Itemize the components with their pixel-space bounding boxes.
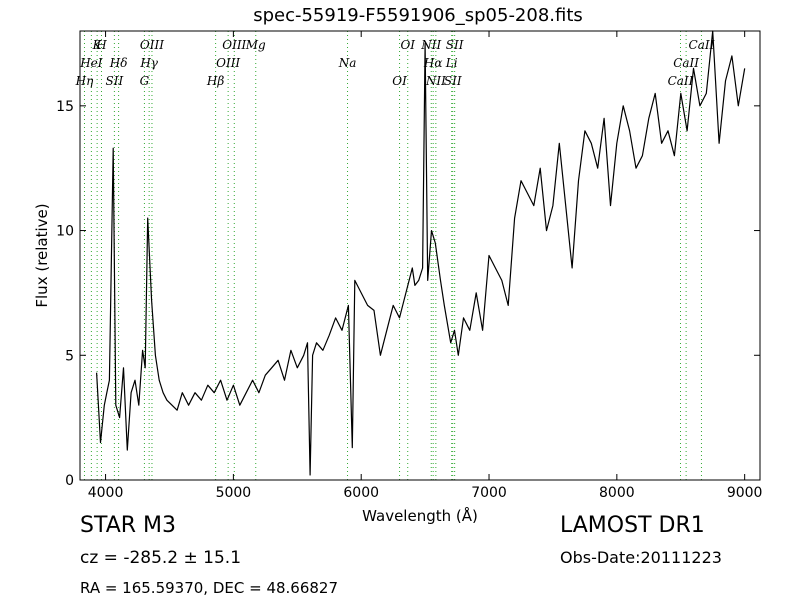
- marker-label: OI: [392, 74, 407, 88]
- spectrum-line: [96, 30, 746, 476]
- marker-label: OIII: [222, 38, 246, 52]
- y-tick-label: 15: [56, 99, 74, 115]
- x-tick-label: 9000: [727, 485, 763, 501]
- x-axis-label: Wavelength (Å): [362, 506, 478, 525]
- marker-label: Li: [445, 56, 458, 70]
- marker-label: Mg: [245, 38, 266, 52]
- marker-label: CaII: [673, 56, 699, 70]
- marker-labels: KHeIHηHHδSIIOIIIHγGOIIIOIIIHβMgNaOIOIHαS…: [75, 38, 715, 88]
- marker-label: CaII: [668, 74, 694, 88]
- marker-label: NII: [420, 38, 441, 52]
- y-tick-label: 10: [56, 224, 74, 240]
- x-tick-label: 6000: [343, 485, 379, 501]
- marker-label: SII: [106, 74, 124, 88]
- plot-frame: [79, 30, 761, 481]
- marker-label: SII: [446, 38, 464, 52]
- object-class: STAR M3: [80, 513, 177, 538]
- marker-label: K: [92, 38, 103, 52]
- x-tick-label: 8000: [599, 485, 635, 501]
- marker-label: Hη: [75, 74, 94, 88]
- y-tick-label: 5: [65, 348, 74, 364]
- y-axis-label: Flux (relative): [33, 203, 51, 307]
- marker-label: H: [95, 38, 107, 52]
- chart-title: spec-55919-F5591906_sp05-208.fits: [253, 5, 583, 26]
- marker-label: SII: [444, 74, 462, 88]
- axis-ticks: 4000 5000 6000 7000 8000 9000 0 5 10 15: [56, 31, 762, 501]
- y-tick-label: 0: [65, 473, 74, 489]
- marker-label: Hα: [423, 56, 443, 70]
- marker-label: OI: [400, 38, 415, 52]
- marker-label: CaII: [689, 38, 715, 52]
- emission-line-markers: [83, 31, 702, 480]
- marker-label: OIII: [140, 38, 164, 52]
- marker-label: OIII: [216, 56, 240, 70]
- marker-label: Hβ: [206, 74, 224, 88]
- x-tick-label: 4000: [88, 485, 124, 501]
- survey-name: LAMOST DR1: [560, 513, 705, 538]
- ra-dec-coordinates: RA = 165.59370, DEC = 48.66827: [80, 579, 339, 597]
- marker-label: NII: [425, 74, 446, 88]
- marker-label: Hγ: [139, 56, 158, 70]
- marker-label: G: [140, 74, 150, 88]
- redshift-cz: cz = -285.2 ± 15.1: [80, 548, 242, 568]
- spectrum-series: [96, 30, 746, 476]
- marker-label: HeI: [79, 56, 103, 70]
- marker-label: Hδ: [109, 56, 128, 70]
- x-tick-label: 5000: [216, 485, 252, 501]
- x-tick-label: 7000: [471, 485, 507, 501]
- marker-label: Na: [338, 56, 357, 70]
- observation-date: Obs-Date:20111223: [560, 548, 722, 567]
